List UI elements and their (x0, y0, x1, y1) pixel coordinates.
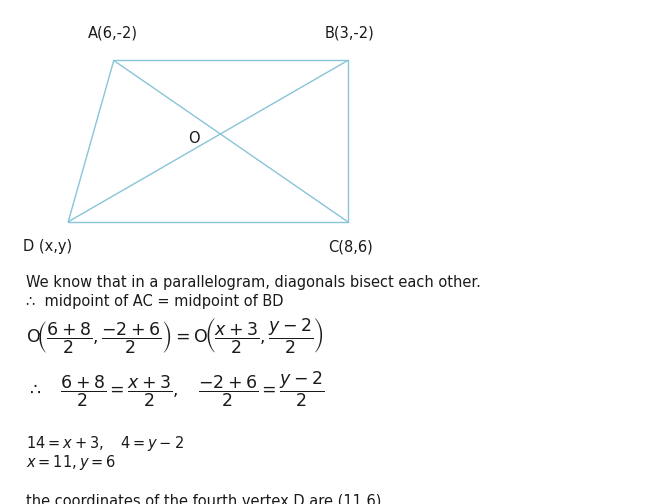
Text: We know that in a parallelogram, diagonals bisect each other.: We know that in a parallelogram, diagona… (26, 275, 481, 290)
Text: the coordinates of the fourth vertex D are (11,6): the coordinates of the fourth vertex D a… (26, 493, 382, 504)
Text: $\therefore\quad \dfrac{6+8}{2} = \dfrac{x+3}{2},\quad \dfrac{-2+6}{2} = \dfrac{: $\therefore\quad \dfrac{6+8}{2} = \dfrac… (26, 370, 324, 409)
Text: $14 = x + 3, \quad 4 = y -2$: $14 = x + 3, \quad 4 = y -2$ (26, 434, 184, 453)
Text: O: O (188, 131, 200, 146)
Text: D (x,y): D (x,y) (23, 239, 72, 255)
Text: C(8,6): C(8,6) (328, 239, 373, 255)
Text: A(6,-2): A(6,-2) (88, 25, 138, 40)
Text: B(3,-2): B(3,-2) (325, 25, 375, 40)
Text: ∴  midpoint of AC = midpoint of BD: ∴ midpoint of AC = midpoint of BD (26, 294, 283, 309)
Text: $x = 11, y = 6$: $x = 11, y = 6$ (26, 453, 116, 472)
Text: $\mathrm{O}\!\left(\dfrac{6+8}{2},\dfrac{-2+6}{2}\right) = \mathrm{O}\!\left(\df: $\mathrm{O}\!\left(\dfrac{6+8}{2},\dfrac… (26, 316, 324, 356)
